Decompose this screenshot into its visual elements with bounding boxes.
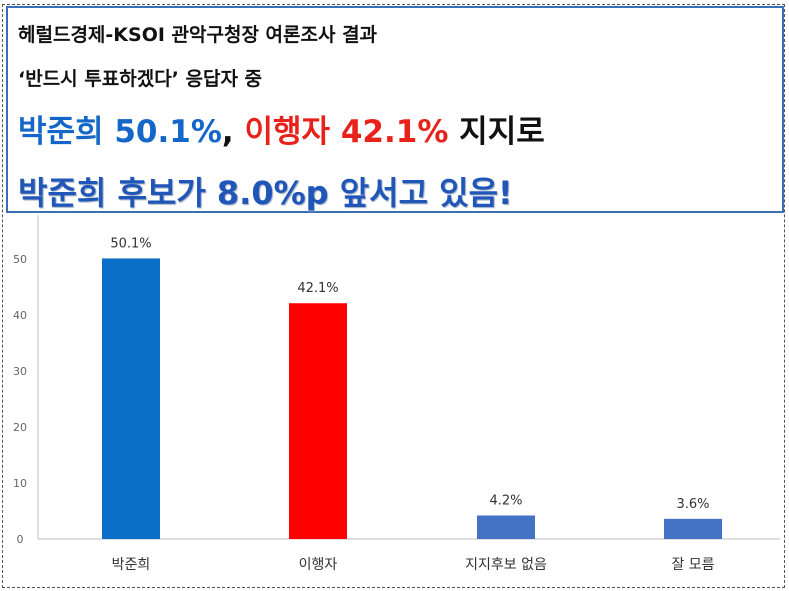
- category-label: 박준희: [112, 557, 151, 573]
- y-tick-label: 20: [13, 421, 27, 434]
- result-candidate-2: 이행자 42.1%: [244, 114, 449, 150]
- category-label: 지지후보 없음: [465, 557, 547, 573]
- result-suffix: 지지로: [448, 114, 545, 150]
- bar: [102, 258, 160, 539]
- bars: [102, 258, 722, 539]
- category-label: 이행자: [299, 557, 338, 573]
- bar: [289, 303, 347, 539]
- data-label: 42.1%: [297, 281, 338, 296]
- header-box: 헤럴드경제-KSOI 관악구청장 여론조사 결과 ‘반드시 투표하겠다’ 응답자…: [6, 6, 784, 213]
- header-line-headline: 박준희 후보가 8.0%p 앞서고 있음!: [18, 174, 513, 212]
- result-candidate-1: 박준희 50.1%: [18, 114, 222, 150]
- header-line-result: 박준희 50.1%, 이행자 42.1% 지지로: [18, 106, 545, 151]
- category-labels: 박준희 이행자 지지후보 없음 잘 모름: [112, 557, 715, 573]
- data-label: 50.1%: [110, 236, 151, 251]
- header-line-respondents: ‘반드시 투표하겠다’ 응답자 중: [18, 68, 263, 90]
- result-separator: ,: [221, 114, 245, 150]
- y-tick-label: 0: [17, 533, 24, 546]
- y-tick-label: 10: [13, 477, 27, 490]
- data-label: 4.2%: [489, 493, 522, 508]
- y-ticks: 0 10 20 30 40 50: [13, 253, 27, 546]
- chart-frame: [2, 4, 785, 588]
- y-tick-label: 30: [13, 365, 27, 378]
- y-tick-label: 50: [13, 253, 27, 266]
- category-label: 잘 모름: [671, 557, 714, 573]
- header-line-survey-title: 헤럴드경제-KSOI 관악구청장 여론조사 결과: [18, 24, 378, 46]
- data-label: 3.6%: [676, 497, 709, 512]
- bar: [477, 515, 535, 539]
- data-labels: 50.1% 42.1% 4.2% 3.6%: [110, 236, 709, 511]
- y-tick-label: 40: [13, 309, 27, 322]
- bar: [664, 518, 722, 539]
